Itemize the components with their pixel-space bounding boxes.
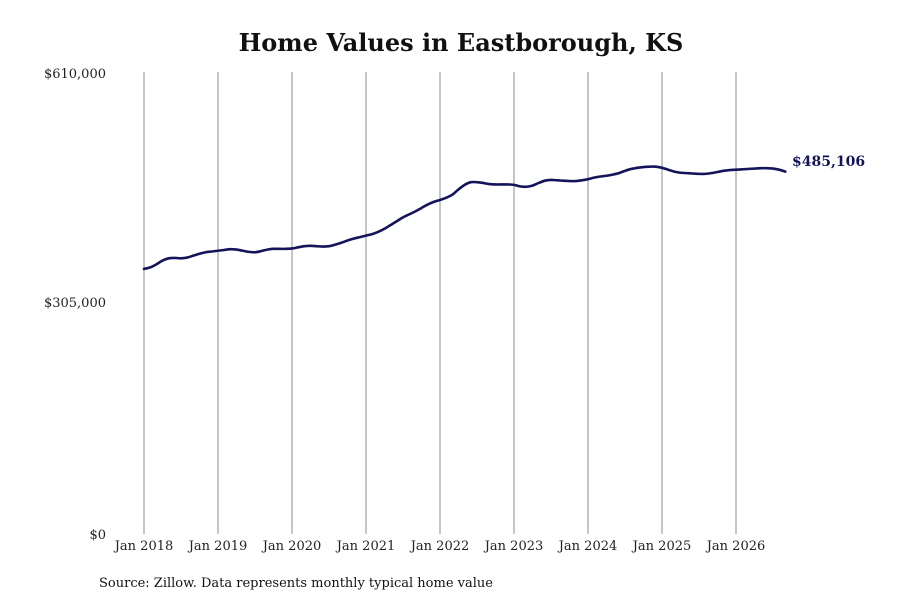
end-value-label: $485,106 <box>792 154 865 170</box>
x-tick-label: Jan 2020 <box>261 539 322 554</box>
y-tick-label: $0 <box>89 528 106 543</box>
series-layer <box>142 165 787 271</box>
y-tick-label: $305,000 <box>44 296 106 311</box>
x-tick-label: Jan 2026 <box>705 539 766 554</box>
source-note: Source: Zillow. Data represents monthly … <box>99 576 493 591</box>
chart-title: Home Values in Eastborough, KS <box>239 28 684 57</box>
x-tick-label: Jan 2024 <box>557 539 618 554</box>
x-tick-label: Jan 2021 <box>335 539 396 554</box>
series-line <box>142 165 787 271</box>
y-axis: $610,000 $305,000 $0 <box>44 67 106 543</box>
x-axis: Jan 2018 Jan 2019 Jan 2020 Jan 2021 Jan 2022… <box>113 539 766 554</box>
grid-layer <box>143 72 737 534</box>
x-tick-label: Jan 2022 <box>409 539 470 554</box>
x-tick-label: Jan 2018 <box>113 539 174 554</box>
x-tick-label: Jan 2019 <box>187 539 248 554</box>
x-tick-label: Jan 2025 <box>631 539 692 554</box>
x-tick-label: Jan 2023 <box>483 539 544 554</box>
y-tick-label: $610,000 <box>44 67 106 82</box>
